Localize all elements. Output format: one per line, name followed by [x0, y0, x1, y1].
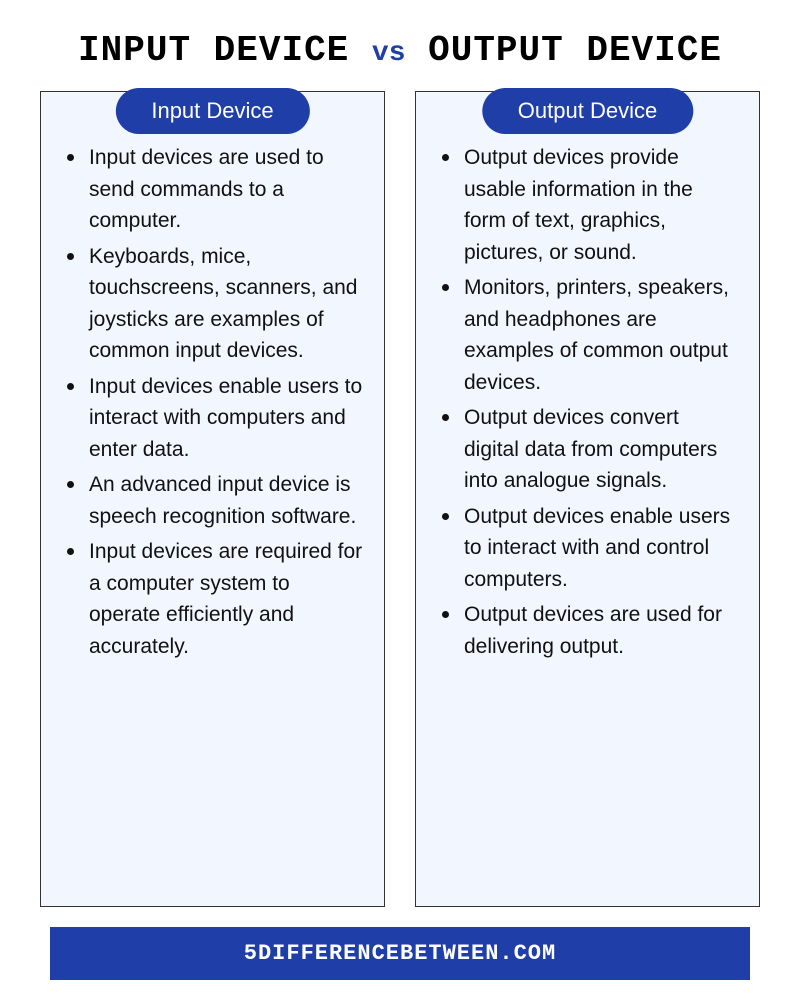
list-item: An advanced input device is speech recog…: [67, 469, 364, 532]
right-heading-pill: Output Device: [482, 88, 693, 134]
left-column: Input Device Input devices are used to s…: [40, 91, 385, 907]
title-left: INPUT DEVICE: [78, 30, 349, 71]
list-item: Output devices provide usable informatio…: [442, 142, 739, 268]
footer-banner: 5DIFFERENCEBETWEEN.COM: [50, 927, 750, 980]
list-item: Keyboards, mice, touchscreens, scanners,…: [67, 241, 364, 367]
right-column: Output Device Output devices provide usa…: [415, 91, 760, 907]
list-item: Input devices enable users to interact w…: [67, 371, 364, 466]
title-vs: vs: [372, 38, 406, 69]
page-title: INPUT DEVICE vs OUTPUT DEVICE: [40, 30, 760, 71]
list-item: Output devices are used for delivering o…: [442, 599, 739, 662]
list-item: Output devices enable users to interact …: [442, 501, 739, 596]
title-right: OUTPUT DEVICE: [428, 30, 722, 71]
left-list: Input devices are used to send commands …: [61, 142, 364, 662]
left-heading-pill: Input Device: [115, 88, 309, 134]
list-item: Input devices are used to send commands …: [67, 142, 364, 237]
comparison-columns: Input Device Input devices are used to s…: [40, 91, 760, 907]
list-item: Output devices convert digital data from…: [442, 402, 739, 497]
list-item: Input devices are required for a compute…: [67, 536, 364, 662]
right-list: Output devices provide usable informatio…: [436, 142, 739, 662]
list-item: Monitors, printers, speakers, and headph…: [442, 272, 739, 398]
